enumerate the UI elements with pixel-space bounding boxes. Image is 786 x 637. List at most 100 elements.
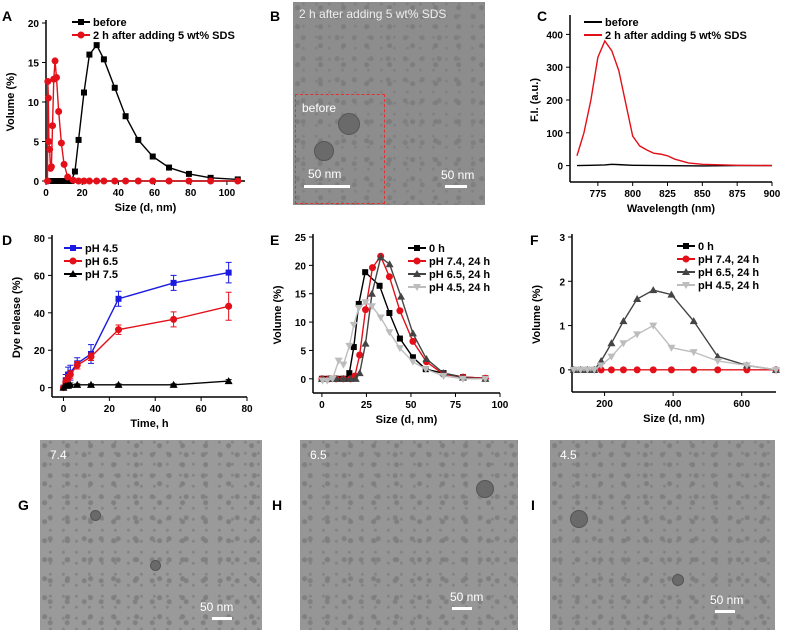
data-point [66,371,74,379]
legend-marker [70,245,76,251]
data-point [649,286,658,294]
data-point [80,89,87,96]
legend-marker [77,31,85,39]
data-point [458,375,467,383]
data-point [345,342,354,350]
data-point [47,163,55,171]
data-point [667,344,676,352]
y-tick-label: 0 [39,384,45,395]
data-point [597,366,605,374]
x-tick-label: 40 [150,404,162,415]
y-tick-label: 3 [559,233,565,244]
particle [338,113,360,135]
x-tick-label: 0 [319,400,325,411]
legend-entry: pH 4.5 [64,243,118,255]
series-2-h-after-adding-5-wt-sds [576,39,773,167]
y-tick-label: 400 [546,30,563,41]
data-point [122,113,129,120]
data-point [80,177,88,185]
data-point [385,329,394,337]
series-line [62,271,229,388]
series-before [576,163,772,167]
data-point [111,177,119,185]
data-point [60,160,68,168]
scale-label: 50 nm [450,590,484,604]
scale-bar [715,610,735,613]
x-tick-label: 25 [361,400,373,411]
scale-label: 50 nm [441,168,475,182]
series-line [322,301,486,382]
data-point [361,299,370,307]
data-point [368,264,376,272]
data-point [569,366,578,374]
y-tick-label: 5 [300,346,306,357]
x-tick-label: 100 [492,400,509,411]
data-point [328,375,337,383]
data-point [689,349,698,357]
y-tick-label: 15 [295,290,307,301]
data-point [361,339,370,347]
data-point [339,374,348,382]
data-point [396,335,403,342]
legend-entry: 2 h after adding 5 wt% SDS [72,30,235,42]
scale-bar [212,617,232,620]
particle [570,510,588,528]
legend-label: pH 7.5 [85,269,118,281]
legend-entry: pH 7.4, 24 h [408,256,490,268]
panel-label-i: I [531,497,535,513]
y-tick-label: 25 [295,233,307,244]
data-point [689,317,698,325]
legend-label: before [93,17,127,29]
data-point [395,345,404,353]
data-point [408,358,417,366]
legend-label: before [605,17,639,29]
legend-marker [413,257,421,265]
x-tick-label: 900 [764,189,781,200]
chart-a: 0 20 40 60 80 100 0 5 10 15 20 Size (d, nm) Volume (… [5,17,245,214]
data-point [351,374,360,382]
data-point [100,56,107,63]
data-point [87,380,95,388]
data-point [714,366,722,374]
data-point [185,177,193,185]
series-line [49,43,238,182]
data-point [57,139,65,147]
data-point [396,307,404,315]
series-ph-4-5-24-h [569,322,780,374]
data-point [772,366,780,374]
data-point [52,74,60,82]
y-tick-label: 15 [28,59,40,70]
panel-label-d: D [2,232,13,248]
panel-label-c: C [537,8,548,24]
data-point [53,178,60,184]
legend-entry: before [584,17,639,29]
y-axis-label: Volume (%) [531,285,543,344]
legend-label: 0 h [429,243,445,255]
data-point [85,177,93,185]
y-tick-label: 0 [33,177,39,188]
y-tick-label: 80 [34,234,46,245]
data-point [45,138,53,145]
data-point [69,176,77,184]
data-point [355,300,362,307]
data-point [100,177,108,185]
data-point [93,42,100,49]
legend-entry: pH 4.5, 24 h [677,280,759,292]
legend-label: pH 4.5, 24 h [698,280,759,292]
legend-marker [414,245,420,251]
legend-label: 2 h after adding 5 wt% SDS [605,30,747,42]
data-point [362,269,369,276]
data-point [49,122,57,130]
legend-entry: pH 7.5 [64,269,118,281]
particle [314,141,334,161]
data-point [713,358,722,365]
x-axis-label: Size (d, nm) [115,202,177,214]
y-tick-label: 100 [546,129,563,140]
data-point [57,178,64,184]
inset-label: before [302,101,337,115]
series-ph-7-4-24-h [597,366,780,374]
legend-entry: pH 6.5, 24 h [408,269,490,281]
y-tick-label: 1 [559,322,565,333]
